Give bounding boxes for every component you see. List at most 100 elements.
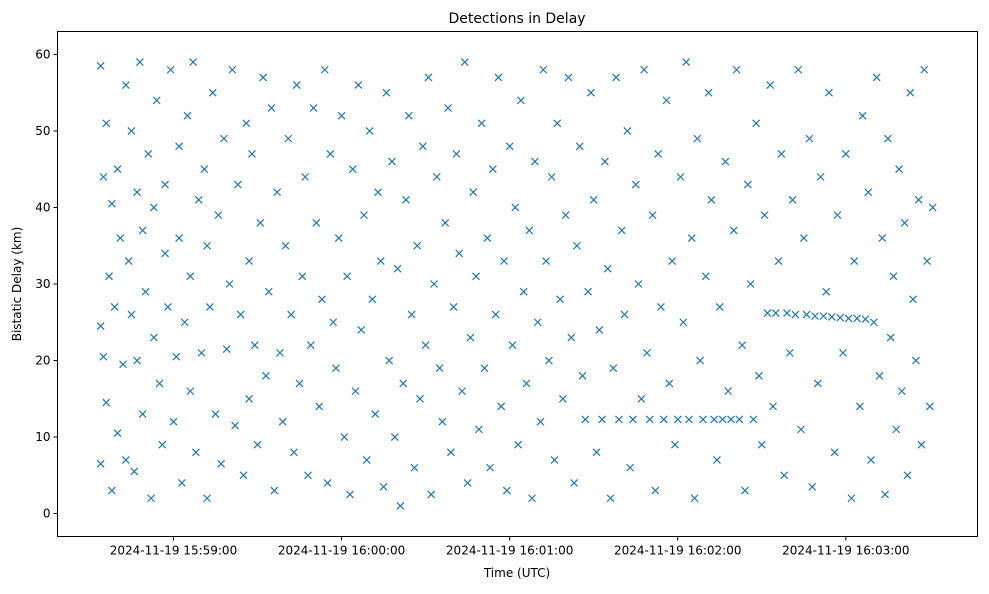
data-point: [724, 387, 733, 396]
data-point: [553, 119, 562, 128]
x-tick-label: 2024-11-19 15:59:00: [110, 544, 237, 558]
data-point: [628, 415, 637, 424]
data-point: [99, 172, 108, 181]
data-point: [822, 287, 831, 296]
data-point: [811, 312, 819, 321]
data-point: [844, 314, 853, 323]
data-point: [388, 157, 396, 166]
data-point: [850, 257, 859, 265]
data-point: [329, 318, 338, 327]
data-point: [477, 119, 486, 128]
data-point: [343, 272, 352, 281]
data-point: [96, 62, 105, 70]
data-point: [777, 149, 786, 158]
data-point: [130, 467, 139, 476]
data-point: [651, 486, 660, 495]
data-point: [813, 379, 822, 388]
y-axis-label: Bistatic Delay (km): [10, 227, 24, 342]
data-point: [500, 257, 508, 265]
data-point: [909, 295, 917, 304]
data-point: [914, 195, 923, 204]
data-point: [96, 322, 105, 331]
data-point: [121, 81, 130, 89]
data-point: [533, 318, 542, 327]
data-point: [595, 325, 604, 334]
data-point: [592, 448, 601, 457]
data-point: [371, 410, 380, 419]
data-point: [488, 165, 497, 174]
data-point: [682, 58, 691, 67]
data-point: [348, 165, 357, 174]
data-point: [718, 415, 727, 424]
data-point: [264, 287, 273, 296]
data-point: [483, 234, 492, 243]
data-point: [606, 494, 615, 503]
data-point: [881, 490, 889, 499]
data-point: [662, 96, 671, 105]
data-point: [233, 180, 242, 189]
data-point: [769, 402, 777, 411]
data-point: [572, 241, 581, 250]
data-point: [598, 415, 607, 424]
data-point: [438, 417, 447, 426]
data-point: [516, 96, 525, 105]
y-tick-label: 60: [35, 47, 50, 61]
data-point: [805, 134, 814, 143]
data-point: [567, 333, 576, 342]
data-point: [494, 73, 503, 82]
data-point: [925, 402, 934, 411]
data-point: [402, 195, 410, 204]
data-point: [180, 318, 189, 327]
data-point: [278, 417, 287, 426]
data-point: [584, 287, 593, 296]
plot-frame: [57, 31, 978, 537]
data-point: [693, 134, 702, 143]
data-point: [175, 142, 184, 151]
data-point: [365, 127, 374, 135]
data-point: [228, 65, 237, 74]
data-point: [107, 199, 116, 208]
data-point: [219, 134, 228, 143]
data-point: [536, 417, 545, 426]
data-point: [163, 303, 172, 311]
data-point: [236, 310, 245, 319]
y-tick-label: 0: [43, 507, 51, 521]
data-point: [96, 459, 105, 468]
data-point: [578, 371, 587, 380]
data-point: [539, 65, 548, 74]
data-point: [418, 142, 427, 151]
data-point: [544, 356, 553, 365]
x-tick-label: 2024-11-19 16:01:00: [446, 544, 573, 558]
data-point: [550, 456, 559, 464]
data-point: [332, 364, 340, 373]
data-point: [463, 479, 472, 487]
data-point: [878, 234, 887, 243]
data-point: [713, 456, 721, 464]
x-axis-label: Time (UTC): [483, 566, 550, 580]
data-point: [746, 280, 755, 288]
data-point: [362, 456, 371, 464]
data-point: [379, 482, 388, 491]
data-point: [267, 104, 276, 112]
data-point: [432, 172, 441, 181]
data-point: [155, 379, 164, 388]
data-point: [376, 257, 385, 265]
data-point: [133, 188, 141, 197]
data-point: [186, 272, 195, 281]
data-point: [138, 226, 147, 235]
data-point: [161, 180, 170, 189]
data-point: [575, 142, 584, 151]
data-point: [102, 398, 111, 407]
data-point: [928, 203, 937, 212]
data-point: [242, 119, 251, 128]
data-point: [205, 303, 214, 311]
data-point: [284, 134, 293, 143]
data-point: [710, 415, 719, 424]
data-point: [783, 309, 791, 318]
data-point: [152, 96, 161, 105]
data-point: [847, 494, 856, 503]
data-point: [626, 463, 635, 472]
data-point: [149, 333, 158, 342]
data-point: [819, 312, 828, 321]
data-point: [107, 486, 116, 495]
